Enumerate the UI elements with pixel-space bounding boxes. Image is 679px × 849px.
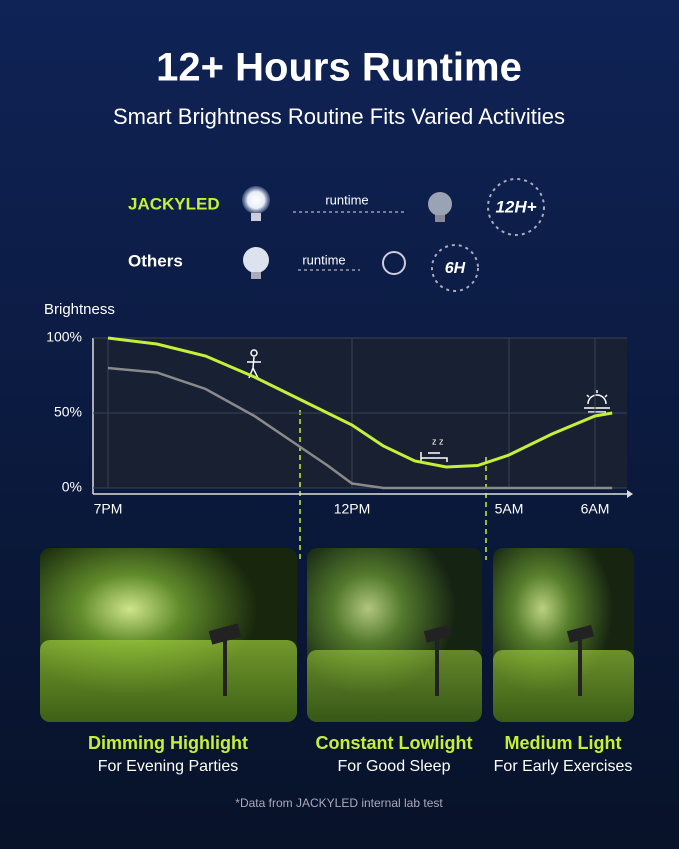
bulb-base xyxy=(251,272,261,279)
svg-text:z z: z z xyxy=(432,436,444,446)
y-tick-label: 100% xyxy=(46,329,82,345)
photo xyxy=(307,548,482,722)
photo xyxy=(40,548,297,722)
bed-icon: z z xyxy=(420,436,448,462)
bulb-icon xyxy=(242,186,270,214)
brand-label: JACKYLED xyxy=(128,194,220,213)
scene-subtitle: For Early Exercises xyxy=(494,758,633,775)
scene-title: Medium Light xyxy=(505,733,622,753)
axis-arrow xyxy=(627,490,633,498)
bulb-icon xyxy=(382,251,406,275)
arrow-label: runtime xyxy=(302,252,345,267)
badge-ring xyxy=(487,178,545,236)
photo xyxy=(493,548,634,722)
plot: z z 0% 50% 100% 7PM 12PM 5AM 6AM xyxy=(46,329,633,560)
scene-title: Dimming Highlight xyxy=(88,733,248,753)
badge-ring xyxy=(431,244,479,292)
x-tick-label: 7PM xyxy=(94,501,123,517)
scene-subtitle: For Good Sleep xyxy=(338,758,451,775)
brand-label: Others xyxy=(128,251,183,270)
bulb-base xyxy=(435,215,445,222)
sunrise-icon xyxy=(584,390,610,413)
arrow-label: runtime xyxy=(325,192,368,207)
bulb-icon xyxy=(243,247,269,273)
x-tick-label: 12PM xyxy=(334,501,371,517)
badge: 12H+ xyxy=(495,197,536,216)
badge: 6H xyxy=(445,260,466,277)
scene-photos xyxy=(40,548,634,722)
y-tick-label: 50% xyxy=(54,404,82,420)
footnote: *Data from JACKYLED internal lab test xyxy=(235,796,443,810)
scene-title: Constant Lowlight xyxy=(316,733,473,753)
bulb-base xyxy=(251,213,261,221)
y-tick-label: 0% xyxy=(62,479,82,495)
title: 12+ Hours Runtime xyxy=(156,46,522,90)
subtitle: Smart Brightness Routine Fits Varied Act… xyxy=(113,104,565,129)
x-tick-label: 5AM xyxy=(495,501,524,517)
scene-subtitle: For Evening Parties xyxy=(98,758,239,775)
bulb-icon xyxy=(428,192,452,216)
series-line xyxy=(107,336,613,469)
y-axis-label: Brightness xyxy=(44,301,115,318)
series-line xyxy=(107,366,613,490)
x-tick-label: 6AM xyxy=(581,501,610,517)
